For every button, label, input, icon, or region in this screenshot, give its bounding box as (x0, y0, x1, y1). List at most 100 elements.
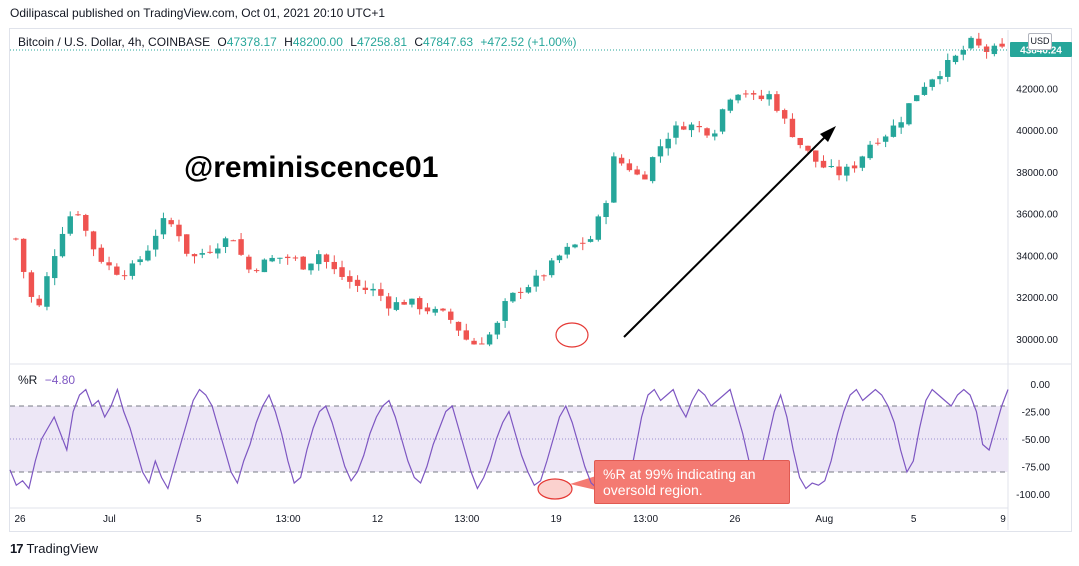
candle-body (277, 257, 283, 259)
candle-body (983, 46, 990, 52)
candle-body (968, 37, 974, 49)
annotation-callout: %R at 99% indicating an oversold region. (594, 460, 790, 504)
candle-body (580, 242, 586, 244)
symbol-title[interactable]: Bitcoin / U.S. Dollar, 4h, COINBASE (18, 35, 211, 49)
candle-body (83, 215, 89, 231)
candle-body (743, 93, 749, 95)
candle-body (906, 103, 912, 125)
tradingview-brand[interactable]: 17 TradingView (10, 541, 98, 556)
candle-body (727, 99, 734, 111)
candle-body (292, 257, 299, 259)
candle-body (121, 275, 128, 277)
candle-body (937, 76, 943, 80)
high-value: 48200.00 (292, 35, 343, 49)
candle-body (828, 166, 834, 168)
candle-body (681, 126, 687, 130)
candle-body (603, 203, 609, 218)
candle-body (416, 298, 423, 310)
wr-ellipse (537, 478, 573, 500)
wr-tick-label: -25.00 (1022, 408, 1051, 419)
candle-body (929, 79, 935, 87)
candle-body (572, 244, 578, 248)
candle-body (137, 259, 143, 263)
candle-body (494, 322, 501, 335)
candle-body (246, 256, 252, 270)
candle-body (719, 109, 726, 132)
candle-body (129, 263, 136, 276)
low-value: 47258.81 (356, 35, 407, 49)
candle-body (331, 261, 337, 270)
time-tick-label: Jul (103, 514, 116, 525)
candle-body (564, 246, 570, 255)
candle-body (13, 238, 19, 240)
candle-body (176, 224, 182, 237)
trend-arrow (623, 131, 831, 338)
candle-body (735, 94, 741, 101)
candle-body (976, 38, 982, 46)
candle-body (921, 86, 928, 95)
brand-name: TradingView (26, 541, 99, 556)
candle-body (913, 95, 920, 102)
candle-body (51, 256, 58, 279)
indicator-value: −4.80 (44, 373, 76, 387)
candle-body (517, 291, 524, 293)
candle-body (463, 330, 470, 340)
candle-body (952, 55, 959, 63)
time-tick-label: 9 (1000, 514, 1006, 525)
candle-body (316, 254, 322, 265)
candle-body (541, 275, 547, 277)
candle-body (261, 259, 268, 273)
candlestick-series (13, 32, 1005, 347)
candle-body (611, 156, 617, 203)
time-tick-label: 13:00 (633, 514, 658, 525)
candle-body (882, 136, 889, 142)
candle-body (859, 156, 866, 168)
callout-pointer (570, 476, 596, 490)
candle-body (797, 137, 803, 146)
candle-body (432, 308, 438, 313)
close-value: 47847.63 (423, 35, 474, 49)
candle-body (486, 334, 493, 345)
candle-body (510, 292, 516, 302)
wr-band (10, 405, 1008, 473)
price-tick-label: 34000.00 (1016, 251, 1058, 262)
candle-body (455, 321, 462, 331)
candle-body (774, 94, 780, 111)
open-value: 47378.17 (226, 35, 277, 49)
candle-body (758, 95, 765, 100)
candle-body (59, 233, 66, 257)
candle-body (378, 289, 384, 296)
price-ellipse (555, 322, 589, 348)
arrow-head-icon (820, 126, 836, 142)
candle-body (401, 302, 407, 305)
price-tick-label: 36000.00 (1016, 210, 1058, 221)
time-tick-label: 5 (196, 514, 202, 525)
indicator-name: %R (18, 373, 38, 387)
candle-body (595, 216, 602, 240)
candle-body (673, 125, 679, 138)
high-label: H (284, 35, 293, 49)
candle-body (556, 255, 563, 261)
candle-body (479, 343, 485, 345)
candle-body (587, 239, 594, 242)
candle-body (548, 260, 555, 276)
candle-body (67, 216, 73, 234)
candle-body (836, 166, 842, 176)
candle-body (370, 288, 376, 291)
candle-body (20, 238, 27, 272)
candle-body (634, 169, 640, 175)
indicator-legend[interactable]: %R −4.80 (18, 373, 75, 387)
candle-body (696, 126, 702, 128)
watermark-text: @reminiscence01 (184, 151, 439, 184)
currency-button[interactable]: USD (1028, 33, 1052, 50)
candle-body (269, 257, 275, 262)
wr-series-line (9, 387, 1009, 494)
candle-body (207, 251, 213, 253)
candle-body (440, 308, 446, 311)
price-tick-label: 40000.00 (1016, 126, 1058, 137)
candle-body (362, 287, 369, 290)
time-tick-label: Aug (815, 514, 833, 525)
price-axis: 42000.00 40000.00 38000.00 36000.00 34000.00… (10, 42, 1072, 346)
wr-axis: 0.00 -25.00 -50.00 -75.00 -100.00 (1016, 380, 1050, 501)
